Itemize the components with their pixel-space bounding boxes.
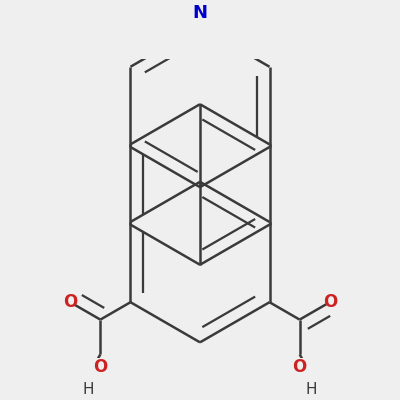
Text: O: O — [292, 358, 307, 376]
Text: O: O — [323, 292, 337, 310]
Text: N: N — [192, 4, 208, 22]
Text: H: H — [82, 382, 94, 396]
Text: O: O — [93, 358, 108, 376]
Text: O: O — [63, 292, 77, 310]
Text: H: H — [306, 382, 318, 396]
